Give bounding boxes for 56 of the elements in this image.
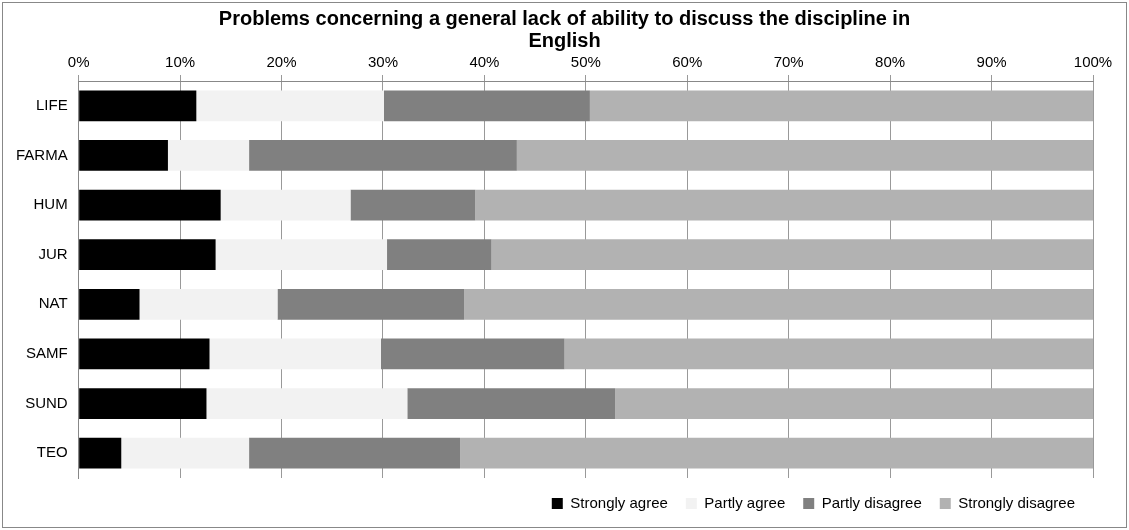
- bar: [460, 437, 1093, 469]
- bar: [79, 288, 140, 320]
- bar: [564, 338, 1093, 370]
- x-tick-label: 80%: [875, 53, 906, 71]
- y-tick-label: NAT: [38, 294, 68, 312]
- bar: [79, 437, 122, 469]
- bar: [206, 388, 408, 419]
- bar: [516, 140, 1093, 171]
- bar: [249, 437, 461, 469]
- x-tick-label: 30%: [367, 53, 398, 71]
- bar: [387, 239, 492, 271]
- bar: [139, 288, 278, 320]
- chart-title: Problems concerning a general lack of ability to discuss the discipline in English: [217, 7, 912, 51]
- legend-label: Partly agree: [704, 493, 786, 511]
- legend-label: Partly disagree: [821, 493, 922, 511]
- bar: [407, 388, 616, 419]
- bar: [249, 140, 517, 171]
- x-tick-label: 40%: [469, 53, 500, 71]
- y-tick-label: HUM: [33, 195, 68, 213]
- bar: [167, 140, 250, 171]
- bar: [491, 239, 1093, 271]
- x-tick-label: 10%: [165, 53, 196, 71]
- x-tick-label: 50%: [570, 53, 601, 71]
- x-tick-label: 20%: [266, 53, 297, 71]
- bar: [589, 90, 1093, 122]
- bar: [215, 239, 388, 271]
- x-tick-label: 100%: [1073, 53, 1113, 71]
- legend-label: Strongly agree: [570, 493, 668, 511]
- y-tick-label: FARMA: [15, 145, 68, 163]
- bar: [209, 338, 381, 370]
- bar: [79, 140, 168, 171]
- bar: [79, 189, 221, 221]
- bar: [464, 288, 1093, 320]
- bar: [79, 338, 210, 370]
- x-tick-label: 70%: [773, 53, 804, 71]
- legend-label: Strongly disagree: [958, 493, 1075, 511]
- y-tick-label: SAMF: [26, 344, 68, 362]
- x-tick-label: 60%: [672, 53, 703, 71]
- x-tick-label: 0%: [67, 53, 90, 71]
- bar: [79, 388, 207, 419]
- bar: [475, 189, 1093, 221]
- bar: [615, 388, 1093, 419]
- bar: [220, 189, 351, 221]
- y-tick-label: LIFE: [35, 95, 68, 113]
- bar: [380, 338, 565, 370]
- bar: [79, 239, 216, 271]
- bar: [350, 189, 476, 221]
- bar: [196, 90, 384, 122]
- y-tick-label: JUR: [38, 244, 68, 262]
- bar: [383, 90, 590, 122]
- bar: [79, 90, 197, 122]
- y-tick-label: SUND: [25, 393, 68, 411]
- x-tick-label: 90%: [976, 53, 1007, 71]
- bar: [277, 288, 465, 320]
- bar: [121, 437, 250, 469]
- y-tick-label: TEO: [36, 443, 68, 461]
